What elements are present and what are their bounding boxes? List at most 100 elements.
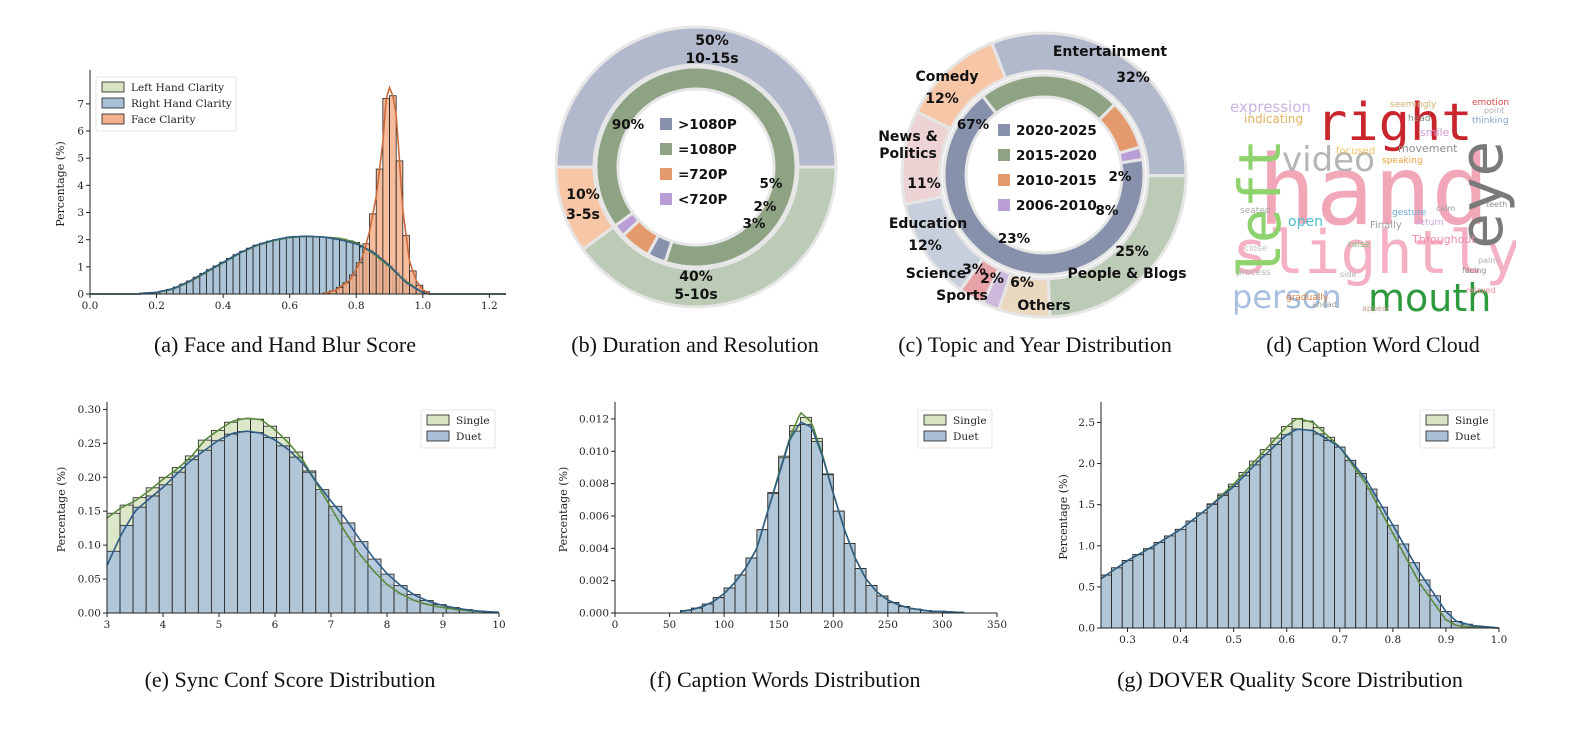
bar-blue: [219, 261, 227, 295]
y-tick-label: 5: [77, 153, 84, 165]
x-tick-label: 0.2: [148, 300, 165, 312]
bar-blue: [145, 495, 160, 614]
x-tick-label: 9: [440, 619, 447, 631]
word-cloud-word: indicating: [1244, 112, 1304, 126]
outer-category-label: Politics: [879, 146, 937, 162]
legend-swatch-orange: [101, 113, 125, 125]
word-cloud-word: emotion: [1472, 98, 1510, 108]
word-cloud-word: hand: [1258, 135, 1490, 247]
x-tick-label: 50: [663, 619, 676, 631]
word-cloud-word: appear: [1362, 304, 1391, 313]
bar-blue: [1355, 473, 1367, 629]
x-tick-label: 10: [492, 619, 505, 631]
bar-blue: [289, 456, 304, 614]
x-tick-label: 250: [878, 619, 898, 631]
y-tick-label: 0.006: [579, 510, 609, 522]
outer-percent-label: 12%: [908, 238, 942, 254]
bar-blue: [279, 237, 287, 295]
bar-blue: [263, 437, 278, 614]
outer-percent-label: 50%: [695, 33, 729, 49]
bar-blue: [832, 510, 845, 614]
bar-blue: [285, 236, 294, 295]
outer-ring-slice: [554, 165, 616, 252]
bar-blue: [132, 506, 147, 614]
bar-blue: [1196, 512, 1208, 629]
x-tick-label: 0.6: [1278, 634, 1295, 646]
word-cloud-word: mouth: [1368, 276, 1492, 315]
y-tick-label: 1.0: [1078, 540, 1095, 552]
bar-blue: [778, 457, 791, 614]
bar-orange: [389, 95, 397, 295]
legend-swatch-green: [923, 414, 947, 426]
x-tick-label: 200: [823, 619, 843, 631]
word-cloud-word: calm: [1436, 204, 1456, 213]
bar-blue: [1111, 567, 1123, 629]
bar-blue: [206, 269, 214, 295]
bar-blue: [1376, 506, 1388, 629]
caption-d: (d) Caption Word Cloud: [1266, 332, 1480, 357]
bar-blue: [250, 432, 264, 614]
bar-blue: [811, 441, 823, 614]
y-tick-label: 0.000: [579, 608, 609, 620]
y-tick-label: 7: [77, 98, 84, 110]
bar-blue: [239, 250, 247, 295]
y-tick-label: 3: [77, 207, 84, 219]
y-tick-label: 0: [77, 289, 84, 301]
outer-category-label: People & Blogs: [1067, 266, 1186, 282]
y-tick-label: 0.10: [78, 540, 101, 552]
legend-label: Single: [456, 415, 490, 427]
legend-swatch-green: [426, 414, 450, 426]
outer-label-group: 32% Entertainment: [1053, 44, 1168, 86]
outer-label-group: 11% News &Politics: [878, 129, 941, 192]
bar-blue: [1323, 440, 1335, 629]
outer-label-group: 10% 3-5s: [566, 187, 600, 223]
bar-blue: [325, 237, 334, 295]
x-tick-label: 0: [612, 619, 619, 631]
inner-percent-label: 90%: [612, 117, 645, 133]
x-tick-label: 8: [384, 619, 391, 631]
bar-blue: [265, 240, 274, 295]
legend-label: <720P: [678, 192, 727, 208]
bar-blue: [272, 239, 281, 295]
word-cloud-word: gradually: [1286, 293, 1329, 303]
chart-f-svg: 0 50 100 150 200 250 300 350 0.000 0.002 0.004 0.00…: [557, 402, 1007, 631]
panel-f: 0 50 100 150 200 250 300 350 0.000 0.002 0.004 0.00…: [555, 398, 1015, 638]
y-tick-label: 0.002: [579, 575, 609, 587]
bar-blue: [1227, 486, 1240, 629]
word-cloud-word: slightly: [1232, 218, 1516, 288]
outer-label-group: 12% Education: [889, 216, 967, 254]
bar-blue: [171, 471, 186, 614]
bar-blue: [354, 541, 369, 614]
legend-label: 2010-2015: [1016, 173, 1097, 189]
word-cloud-word: palm: [1478, 256, 1498, 265]
bar-blue: [1291, 428, 1304, 629]
legend-swatch-blue: [923, 430, 947, 442]
y-tick-label: 4: [77, 180, 84, 192]
y-axis-label: Percentage (%): [55, 467, 68, 553]
outer-category-label: Science: [906, 266, 966, 282]
bar-blue: [1249, 464, 1261, 629]
word-cloud-word: facing: [1462, 266, 1487, 275]
legend-label: Duet: [953, 431, 979, 443]
inner-ring-slice: [942, 93, 1146, 277]
x-tick-label: 7: [328, 619, 335, 631]
bar-blue: [210, 440, 225, 614]
panel-a: 0.0 0.2 0.4 0.6 0.8 1.0 1.2 0 1 2 3 4 5 6 7 Percentage …: [40, 60, 520, 325]
legend-label: Single: [1455, 415, 1489, 427]
y-tick-label: 0.20: [78, 472, 101, 484]
bar-blue: [1281, 434, 1293, 629]
outer-ring-slice: [914, 41, 1008, 131]
bar-blue: [1259, 454, 1272, 629]
inner-percent-label: 2%: [754, 199, 777, 215]
bar-blue: [1121, 560, 1134, 629]
legend-swatch: [998, 124, 1010, 136]
y-tick-label: 0.25: [78, 438, 101, 450]
y-tick-label: 0.05: [78, 574, 101, 586]
outer-label-group: 50% 10-15s: [685, 33, 738, 67]
word-cloud-word: relaxed: [1466, 286, 1496, 295]
chart-c-svg: 32% Entertainment 25% People & Blogs 6% Other…: [878, 31, 1188, 319]
legend-swatch-blue: [426, 430, 450, 442]
legend-label: 2006-2010: [1016, 198, 1097, 214]
legend-swatch: [660, 143, 672, 155]
inner-ring-slice: [594, 65, 798, 269]
